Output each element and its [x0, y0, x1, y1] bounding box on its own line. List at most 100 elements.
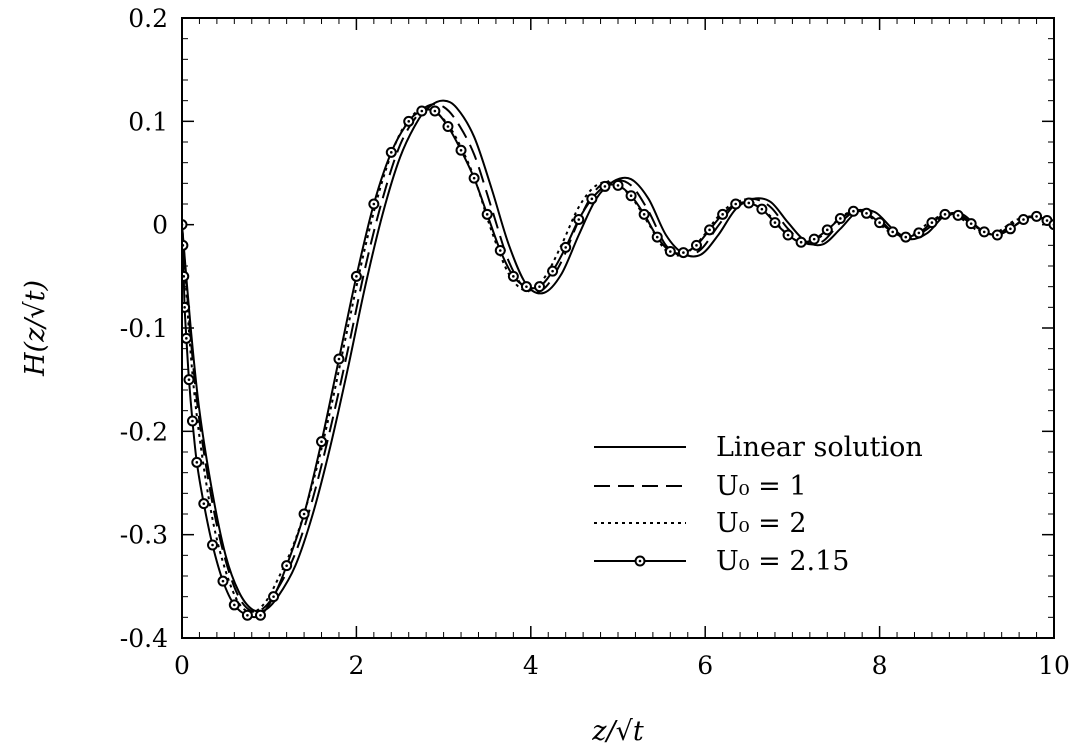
- data-point-dot-u0-2-15: [233, 603, 236, 607]
- data-point-dot-u0-2-15: [259, 613, 262, 617]
- data-point-u0-2-15: [182, 270, 190, 282]
- data-point-dot-u0-2-15: [446, 125, 450, 128]
- data-point-dot-u0-2-15: [891, 230, 894, 234]
- data-point-dot-u0-2-15: [459, 148, 463, 152]
- data-point-dot-u0-2-15: [187, 378, 191, 381]
- data-point-dot-u0-2-15: [773, 221, 777, 224]
- data-point-dot-u0-2-15: [1022, 218, 1025, 221]
- data-point-dot-u0-2-15: [191, 419, 194, 423]
- series-layer: [182, 99, 1054, 621]
- data-point-dot-u0-2-15: [221, 579, 225, 583]
- data-point-dot-u0-2-15: [1009, 227, 1012, 231]
- data-point-dot-u0-2-15: [669, 250, 672, 253]
- data-point-dot-u0-2-15: [372, 202, 376, 206]
- data-point-dot-u0-2-15: [721, 213, 724, 216]
- data-point-dot-u0-2-15: [825, 228, 829, 232]
- data-point-dot-u0-2-15: [904, 235, 908, 239]
- x-tick-label: 10: [1038, 651, 1070, 680]
- data-point-dot-u0-2-15: [760, 207, 764, 211]
- x-tick-label: 0: [174, 651, 190, 680]
- x-axis-label: z/√t: [591, 716, 644, 747]
- y-tick-label: -0.3: [120, 521, 168, 550]
- data-point-dot-u0-2-15: [420, 109, 424, 113]
- legend-label-u0-1: U₀ = 1: [716, 471, 807, 502]
- data-point-dot-u0-2-15: [512, 275, 515, 278]
- data-point-dot-u0-2-15: [969, 222, 973, 225]
- data-point-dot-u0-2-15: [956, 214, 960, 217]
- x-axis-ticks: 0 2 4 6 8 10: [174, 18, 1070, 680]
- data-point-dot-u0-2-15: [812, 237, 816, 241]
- data-point-dot-u0-2-15: [786, 233, 790, 237]
- y-tick-label: -0.4: [120, 624, 168, 653]
- data-point-dot-u0-2-15: [337, 357, 341, 361]
- x-tick-label: 4: [523, 651, 539, 680]
- data-point-u0-2-15: [1048, 219, 1054, 231]
- data-point-dot-u0-2-15: [498, 249, 502, 252]
- data-point-dot-u0-2-15: [878, 221, 881, 224]
- data-point-dot-u0-2-15: [629, 194, 633, 198]
- data-point-dot-u0-2-15: [246, 613, 249, 617]
- data-point-dot-u0-2-15: [865, 212, 868, 215]
- data-point-dot-u0-2-15: [917, 231, 921, 235]
- data-point-dot-u0-2-15: [1035, 215, 1038, 218]
- data-point-dot-u0-2-15: [799, 240, 803, 244]
- data-point-dot-u0-2-15: [272, 595, 275, 598]
- data-point-dot-u0-2-15: [407, 120, 411, 123]
- legend-label-u0-2: U₀ = 2: [716, 508, 807, 539]
- data-point-dot-u0-2-15: [577, 218, 581, 221]
- y-tick-label: 0.2: [128, 4, 168, 33]
- data-point-dot-u0-2-15: [389, 151, 393, 154]
- data-point-dot-u0-2-15: [355, 275, 358, 278]
- data-point-dot-u0-2-15: [485, 213, 489, 216]
- data-point-dot-u0-2-15: [185, 337, 188, 340]
- y-tick-label: -0.2: [120, 417, 168, 446]
- legend-item-linear-solution: Linear solution: [594, 432, 923, 463]
- data-point-dot-u0-2-15: [839, 217, 842, 220]
- data-point-dot-u0-2-15: [551, 269, 554, 273]
- legend-item-u0-1: U₀ = 1: [594, 471, 807, 502]
- legend-item-u0-2-15: U₀ = 2.15: [594, 546, 849, 577]
- data-point-dot-u0-2-15: [982, 230, 986, 234]
- data-point-dot-u0-2-15: [195, 461, 199, 464]
- data-point-u0-2-15: [182, 219, 188, 231]
- data-point-dot-u0-2-15: [538, 285, 541, 288]
- data-point-dot-u0-2-15: [182, 275, 186, 278]
- legend-label-u0-2-15: U₀ = 2.15: [716, 546, 849, 577]
- data-point-dot-u0-2-15: [682, 251, 685, 254]
- data-point-dot-u0-2-15: [211, 543, 214, 547]
- data-point-dot-u0-2-15: [1045, 219, 1049, 222]
- data-point-dot-u0-2-15: [695, 244, 698, 247]
- data-point-dot-u0-2-15: [433, 109, 437, 113]
- data-point-dot-u0-2-15: [603, 185, 607, 188]
- data-point-dot-u0-2-15: [320, 440, 323, 443]
- data-point-dot-u0-2-15: [616, 184, 620, 187]
- legend: Linear solution U₀ = 1 U₀ = 2 U₀ = 2.15: [594, 432, 923, 577]
- data-point-dot-u0-2-15: [708, 228, 711, 232]
- legend-label-linear-solution: Linear solution: [716, 432, 923, 463]
- data-point-dot-u0-2-15: [930, 221, 934, 224]
- series-line-linear-solution: [182, 99, 1054, 613]
- x-tick-label: 2: [348, 651, 364, 680]
- data-point-dot-u0-2-15: [525, 285, 528, 288]
- data-point-dot-u0-2-15: [642, 213, 646, 216]
- data-point-dot-u0-2-15: [590, 197, 594, 201]
- data-point-dot-u0-2-15: [747, 201, 751, 205]
- data-point-dot-u0-2-15: [655, 235, 659, 239]
- y-tick-label: -0.1: [120, 314, 168, 343]
- data-point-dot-u0-2-15: [734, 202, 738, 206]
- data-point-dot-u0-2-15: [202, 502, 206, 505]
- plot-frame: [181, 17, 1055, 639]
- y-tick-label: 0.1: [128, 107, 168, 136]
- data-point-dot-u0-2-15: [183, 306, 186, 309]
- legend-marker-dot-u0-2-15: [638, 559, 642, 563]
- y-axis-label: H(z/√t): [20, 280, 51, 377]
- data-point-dot-u0-2-15: [285, 564, 288, 567]
- legend-item-u0-2: U₀ = 2: [594, 508, 807, 539]
- y-axis-ticks: -0.4 -0.3 -0.2 -0.1 0 0.1 0.2: [120, 4, 1054, 653]
- x-tick-label: 6: [697, 651, 713, 680]
- data-point-dot-u0-2-15: [472, 176, 476, 180]
- data-point-dot-u0-2-15: [943, 213, 947, 216]
- x-tick-label: 8: [872, 651, 888, 680]
- data-point-dot-u0-2-15: [564, 246, 567, 249]
